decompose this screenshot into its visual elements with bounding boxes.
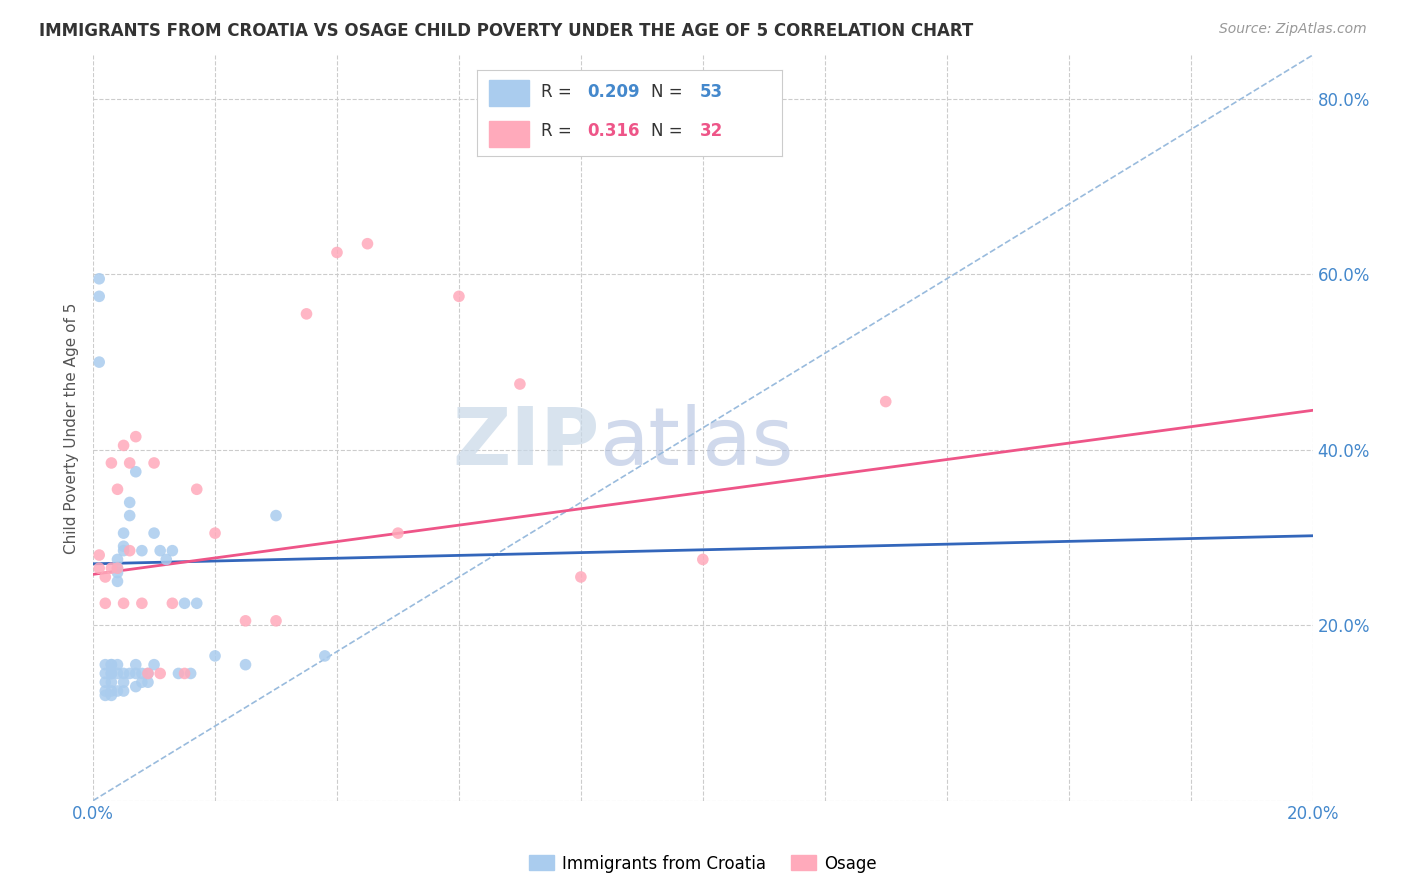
Text: Source: ZipAtlas.com: Source: ZipAtlas.com	[1219, 22, 1367, 37]
Point	[100, 657, 122, 672]
Point	[112, 438, 135, 452]
Point	[100, 684, 122, 698]
Point	[295, 307, 318, 321]
Point	[136, 666, 159, 681]
Point	[118, 508, 141, 523]
Point	[387, 526, 409, 541]
Point	[112, 675, 135, 690]
Point	[180, 666, 202, 681]
Point	[125, 430, 148, 444]
Point	[107, 574, 129, 589]
Point	[692, 552, 714, 566]
Point	[100, 657, 122, 672]
Point	[100, 666, 122, 681]
Point	[107, 684, 129, 698]
Point	[100, 666, 122, 681]
Point	[107, 666, 129, 681]
Point	[100, 689, 122, 703]
Point	[125, 465, 148, 479]
Point	[314, 648, 336, 663]
Point	[89, 355, 111, 369]
Point	[125, 680, 148, 694]
Point	[94, 684, 117, 698]
Point	[136, 666, 159, 681]
Point	[107, 483, 129, 497]
Point	[131, 675, 153, 690]
Point	[167, 666, 190, 681]
Point	[162, 596, 184, 610]
Point	[89, 272, 111, 286]
Point	[125, 657, 148, 672]
Point	[94, 596, 117, 610]
Point	[89, 548, 111, 562]
Point	[107, 561, 129, 575]
Point	[118, 495, 141, 509]
Point	[155, 552, 177, 566]
Point	[186, 596, 208, 610]
Point	[89, 561, 111, 575]
Point	[162, 543, 184, 558]
Point	[107, 561, 129, 575]
Point	[509, 377, 531, 392]
Point	[173, 596, 195, 610]
Point	[112, 526, 135, 541]
Point	[326, 245, 349, 260]
Point	[356, 236, 378, 251]
Point	[136, 675, 159, 690]
Legend: Immigrants from Croatia, Osage: Immigrants from Croatia, Osage	[522, 848, 884, 880]
Point	[149, 666, 172, 681]
Point	[107, 566, 129, 580]
Point	[118, 456, 141, 470]
Point	[143, 456, 166, 470]
Point	[89, 289, 111, 303]
Point	[447, 289, 470, 303]
Point	[112, 684, 135, 698]
Point	[112, 596, 135, 610]
Point	[100, 561, 122, 575]
Point	[235, 614, 257, 628]
Point	[94, 657, 117, 672]
Text: atlas: atlas	[599, 404, 793, 482]
Point	[235, 657, 257, 672]
Point	[94, 666, 117, 681]
Point	[149, 543, 172, 558]
Point	[131, 596, 153, 610]
Point	[112, 543, 135, 558]
Text: ZIP: ZIP	[451, 404, 599, 482]
Point	[125, 666, 148, 681]
Point	[100, 675, 122, 690]
Point	[107, 657, 129, 672]
Point	[118, 666, 141, 681]
Point	[143, 657, 166, 672]
Point	[186, 483, 208, 497]
Y-axis label: Child Poverty Under the Age of 5: Child Poverty Under the Age of 5	[65, 302, 79, 554]
Point	[118, 543, 141, 558]
Point	[143, 526, 166, 541]
Point	[131, 666, 153, 681]
Point	[100, 456, 122, 470]
Point	[94, 689, 117, 703]
Point	[204, 648, 226, 663]
Point	[94, 675, 117, 690]
Point	[112, 539, 135, 553]
Point	[131, 543, 153, 558]
Point	[173, 666, 195, 681]
Point	[264, 614, 287, 628]
Point	[112, 666, 135, 681]
Point	[569, 570, 592, 584]
Point	[264, 508, 287, 523]
Point	[94, 570, 117, 584]
Point	[204, 526, 226, 541]
Point	[107, 552, 129, 566]
Point	[875, 394, 897, 409]
Text: IMMIGRANTS FROM CROATIA VS OSAGE CHILD POVERTY UNDER THE AGE OF 5 CORRELATION CH: IMMIGRANTS FROM CROATIA VS OSAGE CHILD P…	[39, 22, 973, 40]
